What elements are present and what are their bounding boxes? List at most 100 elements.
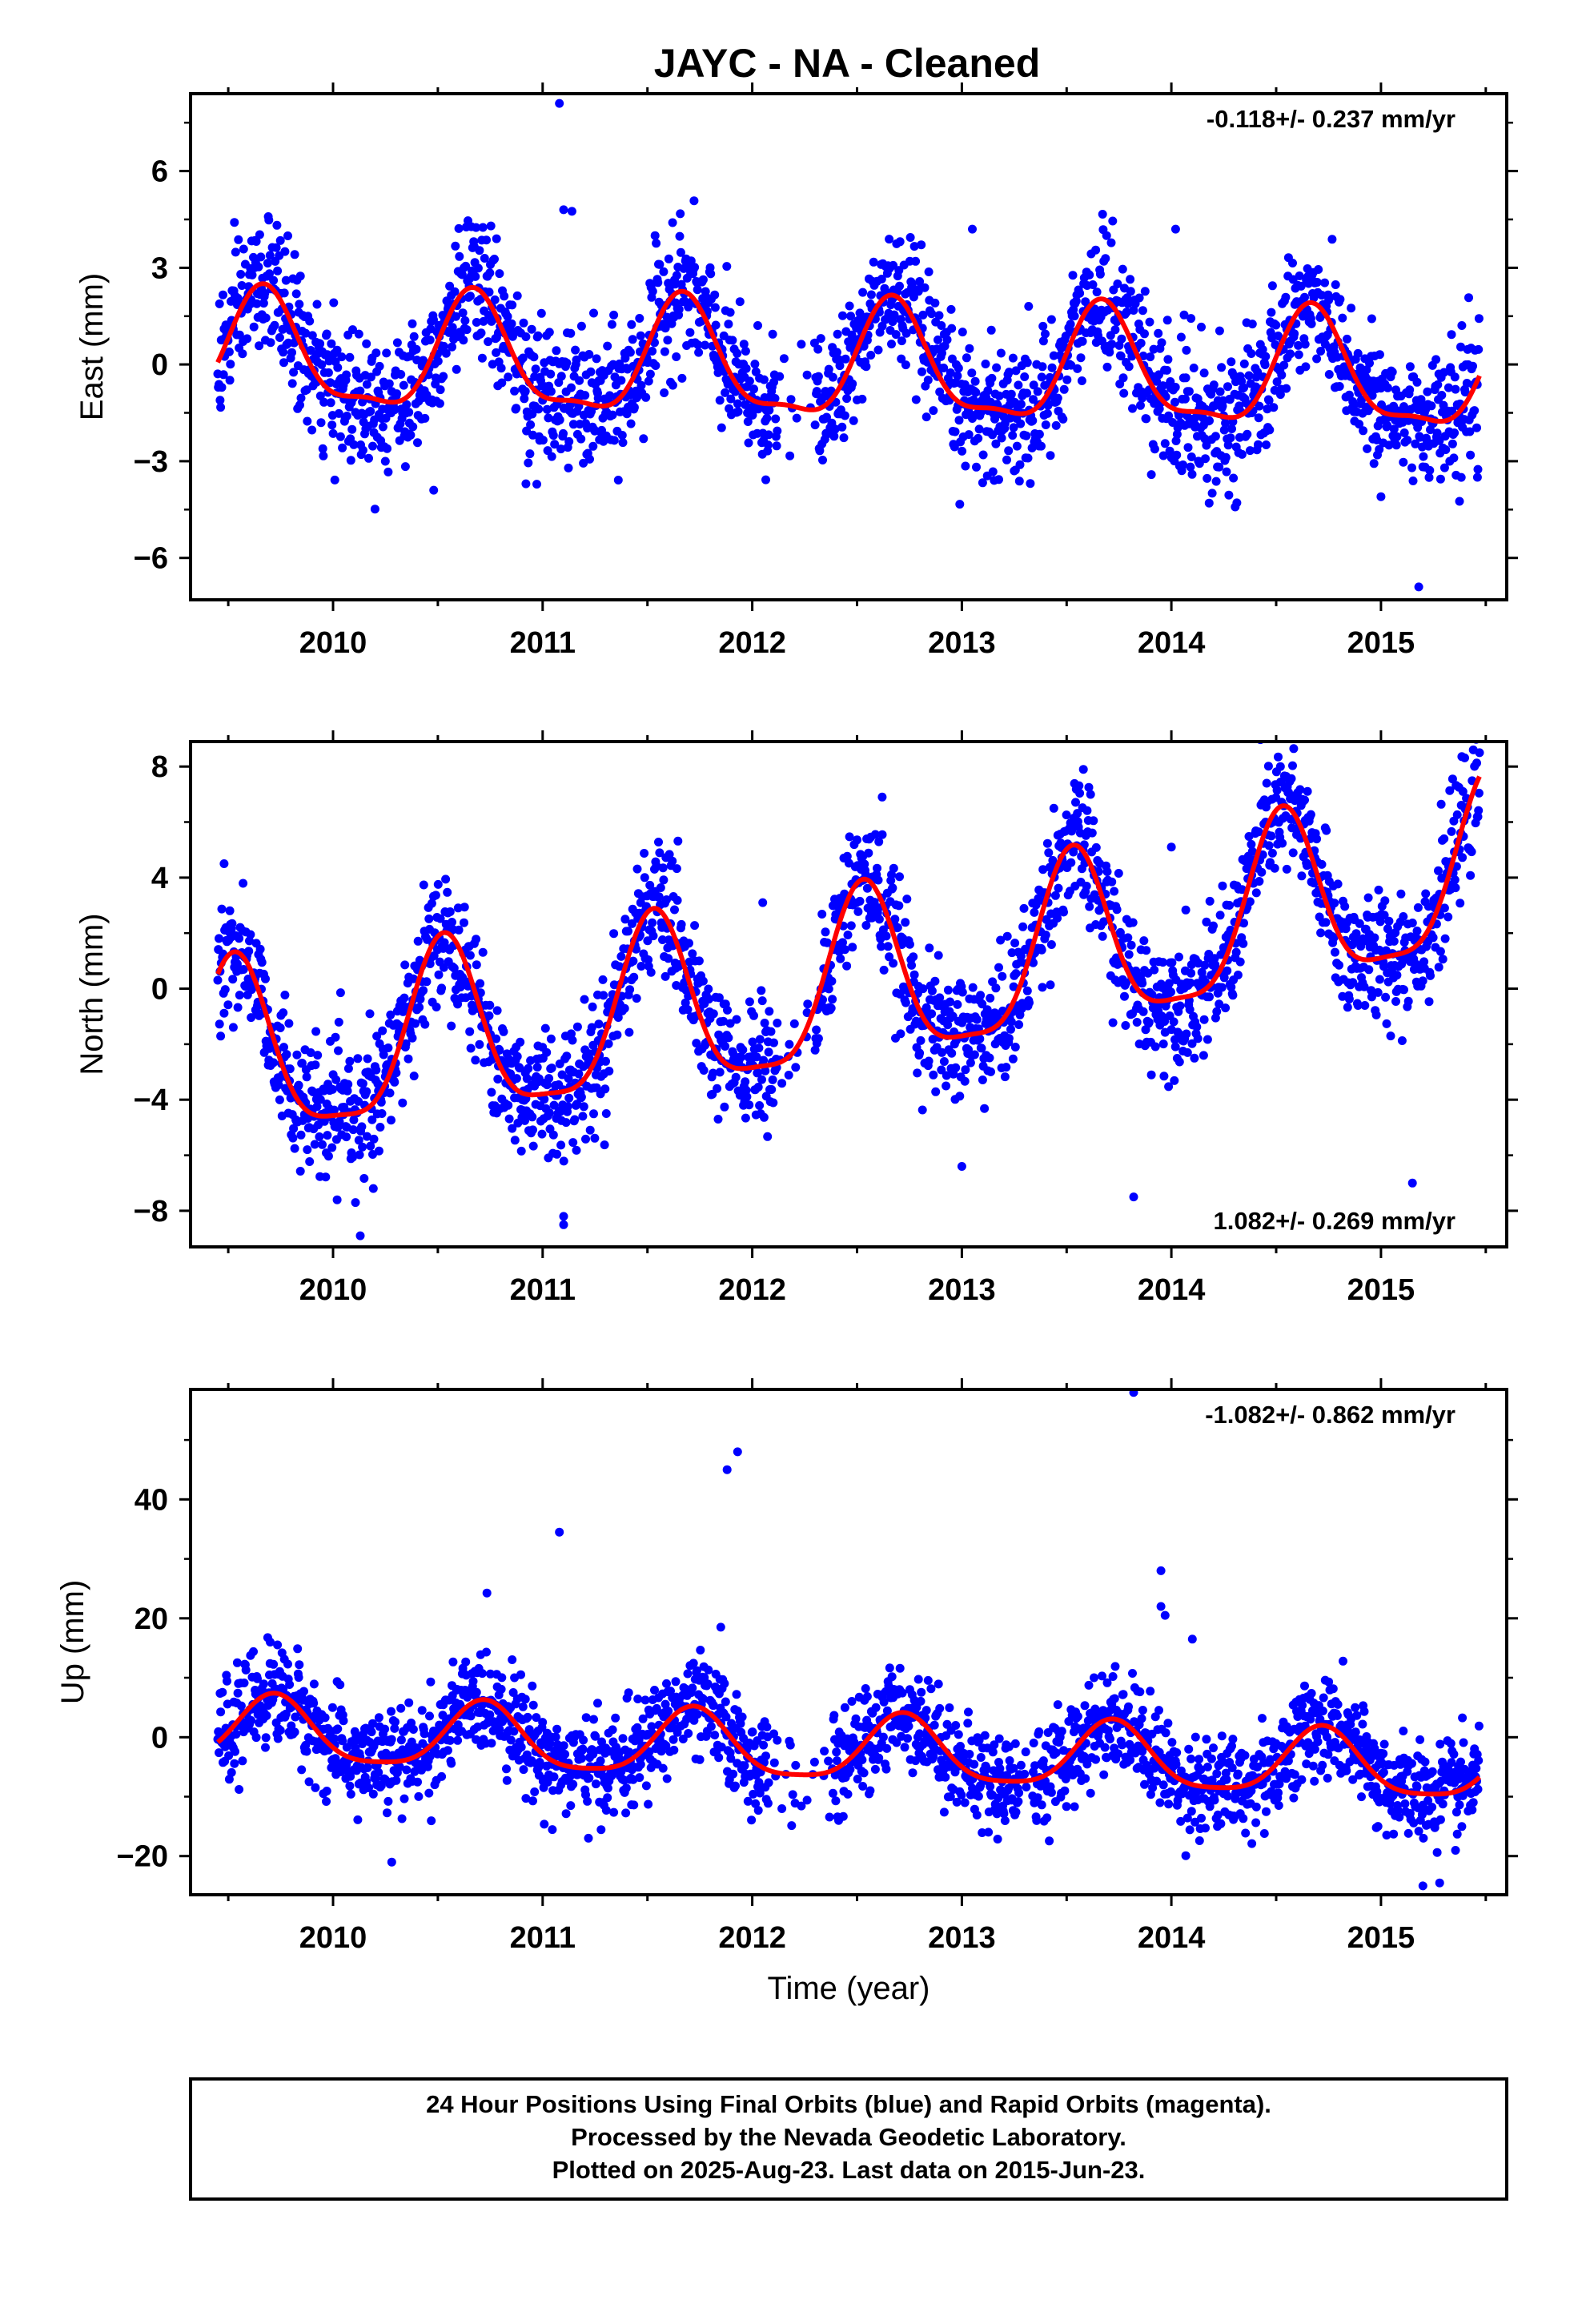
east-point [1008,431,1018,440]
east-point [579,458,588,468]
north-point [1467,847,1476,857]
north-point [288,1133,298,1143]
north-point [1375,917,1385,927]
north-point [601,1056,610,1066]
east-point [693,340,703,350]
east-point [1435,474,1445,484]
north-point [1384,916,1394,926]
north-point [1371,1010,1381,1019]
north-point [466,1043,476,1053]
east-point [869,257,878,267]
north-point [1343,1003,1352,1012]
north-point [812,1025,821,1035]
up-point [273,1640,283,1650]
north-point [400,960,410,970]
up-point [380,1724,390,1734]
east-point [1126,275,1135,284]
north-point [472,935,481,944]
east-point [518,353,528,363]
up-point [397,1814,407,1823]
north-point [1466,870,1476,880]
north-point [1264,841,1274,850]
east-point [1344,390,1354,400]
east-point [260,288,270,298]
east-point [1468,361,1477,371]
north-point [422,977,432,987]
north-point [354,1096,363,1106]
north-point [741,1113,750,1123]
east-point [1211,432,1220,441]
east-point [1102,362,1112,372]
up-point [241,1665,251,1675]
north-point [310,1140,319,1149]
north-point [532,1063,542,1072]
east-point [726,394,736,404]
north-point [1344,995,1354,1003]
north-point [302,1072,311,1082]
north-point [561,1118,571,1128]
north-y-tick-label: 4 [151,862,168,895]
north-point [1062,810,1071,820]
up-point [223,1676,231,1686]
north-point [472,960,481,970]
north-point [289,1124,299,1133]
north-point [376,1097,386,1107]
north-point [219,1008,229,1018]
up-point [259,1679,268,1689]
north-point [996,935,1006,945]
east-point [413,438,422,448]
north-point [504,1100,513,1110]
north-point [1467,692,1476,701]
east-point [1038,336,1048,346]
north-point [1215,999,1224,1009]
north-point [227,919,237,928]
north-point [275,1023,285,1032]
east-point [1465,427,1475,436]
east-point [652,239,661,248]
up-point [502,1775,512,1785]
north-point [604,1039,613,1048]
east-point [1338,313,1347,323]
north-point [313,1051,323,1060]
east-point [1221,452,1231,462]
east-point [1367,391,1377,400]
east-point [946,304,956,314]
north-point [628,919,636,928]
east-point [568,420,578,429]
east-point [326,398,335,408]
north-point [1169,1017,1178,1027]
east-point [283,231,292,240]
east-point [772,441,781,451]
up-point [404,1698,414,1707]
north-point [946,997,955,1007]
up-point [295,1660,304,1670]
east-point [477,353,487,363]
east-point [1201,454,1210,464]
north-point [358,1079,367,1088]
north-point [1228,991,1238,1000]
north-point [645,880,655,890]
east-point [215,396,225,405]
east-point [983,386,993,396]
north-point [1233,971,1243,979]
east-point [744,438,753,448]
east-outlier-point [668,218,677,227]
east-outlier-point [492,234,501,243]
east-point [1405,362,1415,372]
east-point [1456,342,1465,352]
north-point [378,1026,387,1035]
north-point [398,1098,408,1108]
up-point [447,1759,456,1768]
east-point [1432,428,1442,438]
north-point [1287,823,1297,833]
east-point [1343,334,1351,344]
north-point [1468,726,1477,734]
east-point [462,325,472,335]
up-point [290,1727,299,1737]
east-point [763,440,773,450]
north-point [1006,1017,1016,1027]
north-point [699,1066,709,1075]
north-point [917,1105,927,1115]
east-point [1411,439,1420,448]
